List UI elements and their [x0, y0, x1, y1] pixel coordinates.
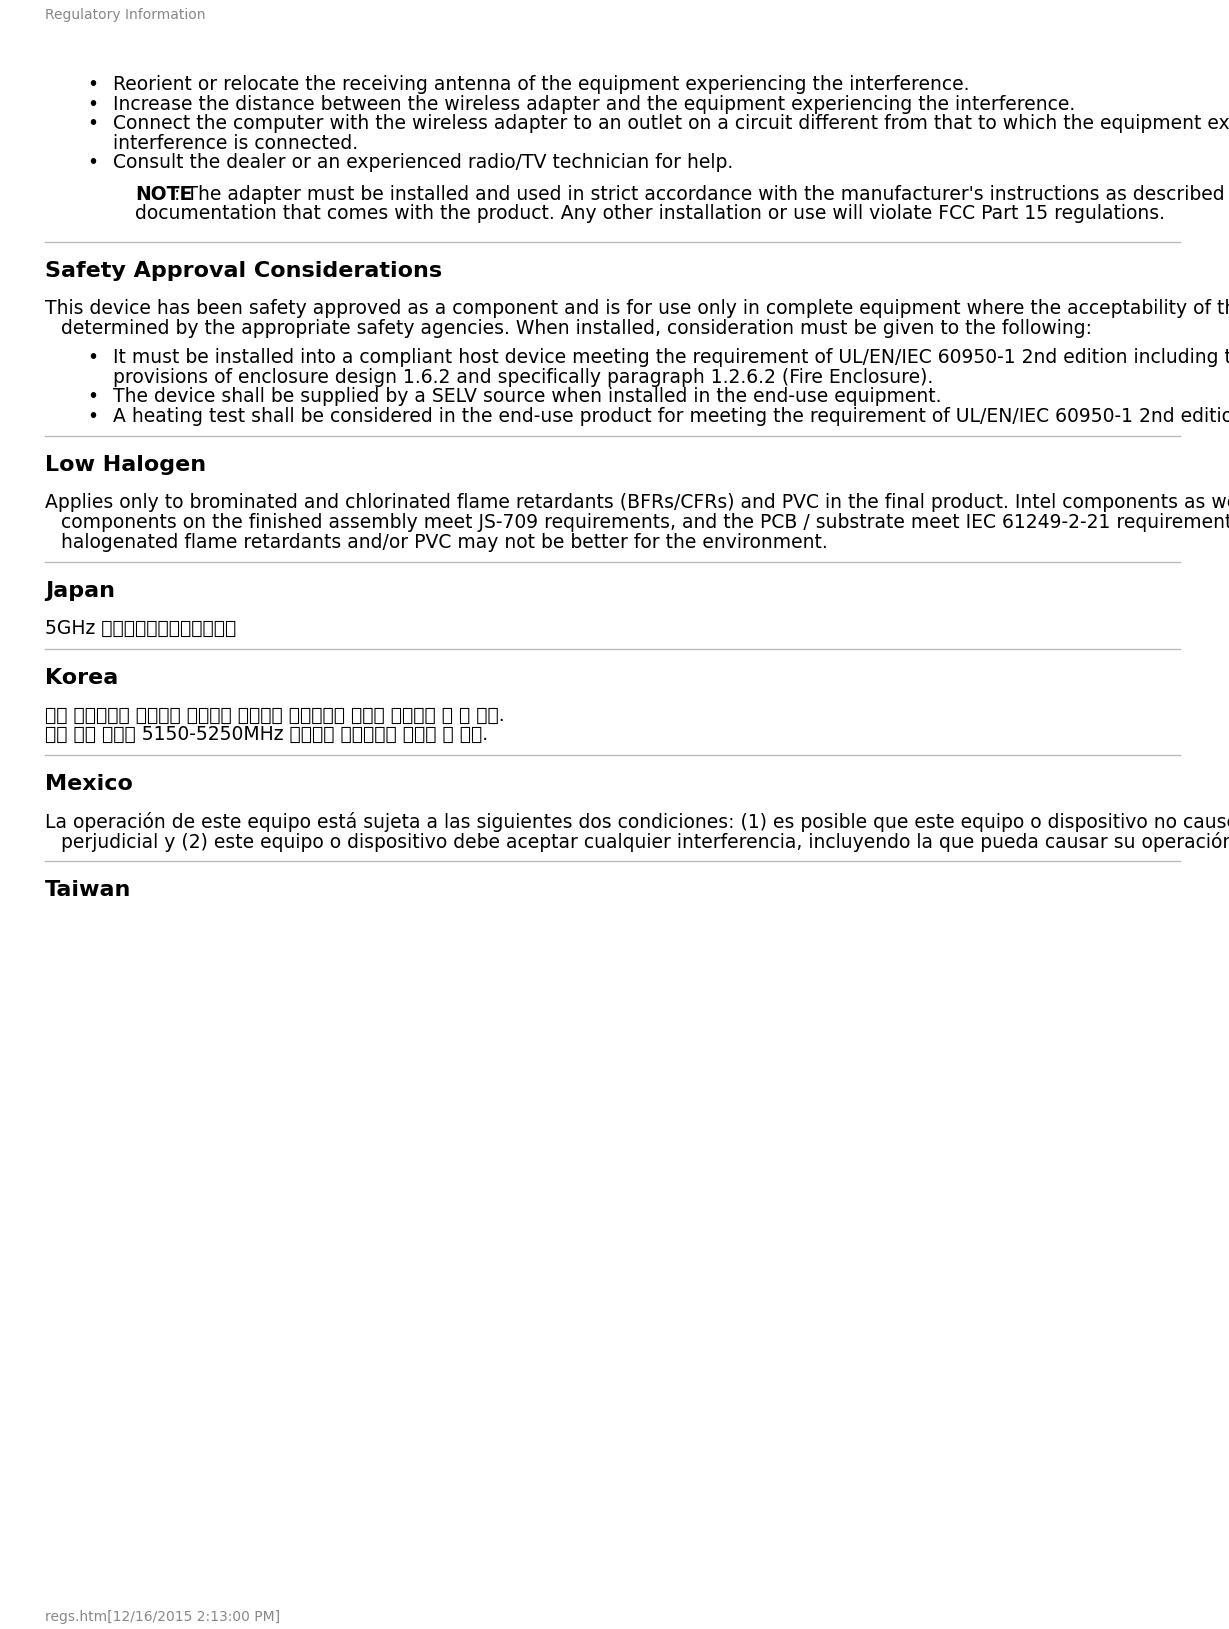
Text: •: • [87, 388, 98, 406]
Text: •: • [87, 94, 98, 114]
Text: regs.htm[12/16/2015 2:13:00 PM]: regs.htm[12/16/2015 2:13:00 PM] [45, 1609, 280, 1624]
Text: Low Halogen: Low Halogen [45, 456, 206, 476]
Text: 해당 무선 설비는 5150-5250MHz 대역에서 실내에서만 사용할 수 있음.: 해당 무선 설비는 5150-5250MHz 대역에서 실내에서만 사용할 수 … [45, 725, 488, 744]
Text: •: • [87, 75, 98, 94]
Text: •: • [87, 407, 98, 425]
Text: Safety Approval Considerations: Safety Approval Considerations [45, 261, 442, 282]
Text: determined by the appropriate safety agencies. When installed, consideration mus: determined by the appropriate safety age… [61, 319, 1093, 337]
Text: •: • [87, 114, 98, 134]
Text: 5GHz 帯は室内でのみ使用のこと: 5GHz 帯は室内でのみ使用のこと [45, 619, 236, 639]
Text: Japan: Japan [45, 582, 116, 601]
Text: This device has been safety approved as a component and is for use only in compl: This device has been safety approved as … [45, 300, 1229, 318]
Text: •: • [87, 153, 98, 173]
Text: : The adapter must be installed and used in strict accordance with the manufactu: : The adapter must be installed and used… [173, 184, 1229, 204]
Text: It must be installed into a compliant host device meeting the requirement of UL/: It must be installed into a compliant ho… [113, 349, 1229, 367]
Text: NOTE: NOTE [135, 184, 192, 204]
Text: Applies only to brominated and chlorinated flame retardants (BFRs/CFRs) and PVC : Applies only to brominated and chlorinat… [45, 494, 1229, 513]
Text: components on the finished assembly meet JS-709 requirements, and the PCB / subs: components on the finished assembly meet… [61, 513, 1229, 533]
Text: Mexico: Mexico [45, 774, 133, 793]
Text: Connect the computer with the wireless adapter to an outlet on a circuit differe: Connect the computer with the wireless a… [113, 114, 1229, 134]
Text: interference is connected.: interference is connected. [113, 134, 358, 153]
Text: Korea: Korea [45, 668, 118, 687]
Text: documentation that comes with the product. Any other installation or use will vi: documentation that comes with the produc… [135, 205, 1165, 223]
Text: halogenated flame retardants and/or PVC may not be better for the environment.: halogenated flame retardants and/or PVC … [61, 533, 828, 552]
Text: Reorient or relocate the receiving antenna of the equipment experiencing the int: Reorient or relocate the receiving anten… [113, 75, 970, 94]
Text: •: • [87, 349, 98, 367]
Text: 해당 무선설비는 전파혼신 가능성이 있으므로 인명안전과 관련된 서비스는 할 수 없음.: 해당 무선설비는 전파혼신 가능성이 있으므로 인명안전과 관련된 서비스는 할… [45, 705, 505, 725]
Text: perjudicial y (2) este equipo o dispositivo debe aceptar cualquier interferencia: perjudicial y (2) este equipo o disposit… [61, 831, 1229, 852]
Text: Taiwan: Taiwan [45, 880, 132, 901]
Text: provisions of enclosure design 1.6.2 and specifically paragraph 1.2.6.2 (Fire En: provisions of enclosure design 1.6.2 and… [113, 368, 933, 386]
Text: La operación de este equipo está sujeta a las siguientes dos condiciones: (1) es: La operación de este equipo está sujeta … [45, 811, 1229, 832]
Text: Increase the distance between the wireless adapter and the equipment experiencin: Increase the distance between the wirele… [113, 94, 1075, 114]
Text: Consult the dealer or an experienced radio/TV technician for help.: Consult the dealer or an experienced rad… [113, 153, 734, 173]
Text: The device shall be supplied by a SELV source when installed in the end-use equi: The device shall be supplied by a SELV s… [113, 388, 941, 406]
Text: Regulatory Information: Regulatory Information [45, 8, 205, 23]
Text: A heating test shall be considered in the end-use product for meeting the requir: A heating test shall be considered in th… [113, 407, 1229, 425]
